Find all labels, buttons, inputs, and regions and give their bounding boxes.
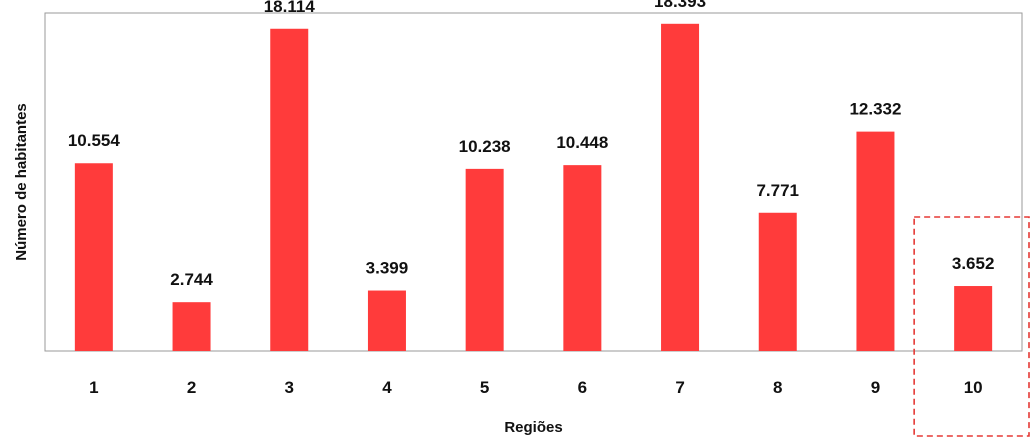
data-labels: 10.554 2.744 18.114 3.399 10.238 10.448 18.393…	[68, 0, 995, 289]
data-label-8: 7.771	[756, 181, 799, 200]
data-label-1: 10.554	[68, 131, 121, 150]
x-tick-5: 5	[480, 378, 489, 397]
data-label-6: 10.448	[556, 133, 608, 152]
bar-1	[74, 163, 113, 351]
data-label-2: 2.744	[170, 270, 213, 289]
plot-border	[44, 12, 1023, 352]
x-tick-labels: 1 2 3 4 5 6 7 8 9 10	[89, 378, 982, 397]
x-axis-title: Regiões	[504, 419, 562, 436]
x-tick-3: 3	[285, 378, 294, 397]
x-tick-6: 6	[578, 378, 587, 397]
x-tick-1: 1	[89, 378, 98, 397]
data-label-3: 18.114	[264, 0, 316, 16]
bar-2	[172, 302, 211, 351]
highlight-box	[913, 216, 1030, 437]
data-label-5: 10.238	[459, 137, 511, 156]
x-tick-7: 7	[675, 378, 684, 397]
x-tick-9: 9	[871, 378, 880, 397]
data-label-9: 12.332	[849, 100, 901, 119]
plot-area	[44, 12, 1023, 352]
bar-7	[661, 23, 700, 351]
data-label-4: 3.399	[366, 259, 409, 278]
bar-10	[954, 286, 993, 351]
x-tick-2: 2	[187, 378, 196, 397]
x-tick-8: 8	[773, 378, 782, 397]
y-axis-title: Número de habitantes	[13, 103, 30, 261]
x-tick-10: 10	[964, 378, 983, 397]
bar-8	[758, 212, 797, 351]
data-label-7: 18.393	[654, 0, 706, 11]
data-label-10: 3.652	[952, 254, 995, 273]
bar-series	[74, 23, 993, 351]
x-tick-4: 4	[382, 378, 392, 397]
bar-3	[270, 28, 309, 351]
bar-6	[563, 165, 602, 351]
bar-9	[856, 131, 895, 351]
bar-5	[465, 168, 504, 351]
bar-4	[367, 290, 406, 351]
